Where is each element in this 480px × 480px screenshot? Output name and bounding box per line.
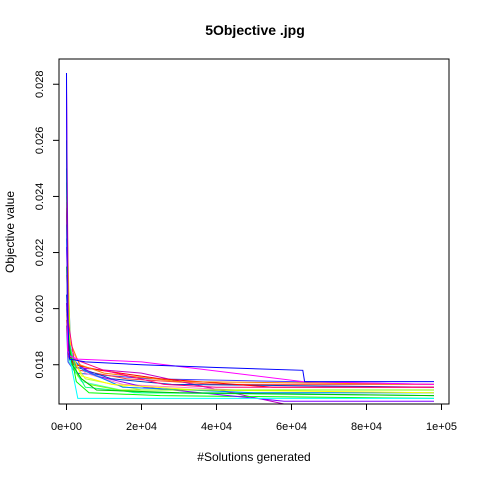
x-axis: 0e+00 2e+04 4e+04 6e+04 8e+04 1e+05 [51,403,457,433]
y-tick-label: 0.020 [34,295,46,323]
x-tick-label: 2e+04 [126,421,157,433]
series-line-10 [66,224,434,399]
y-tick-label: 0.028 [34,70,46,98]
y-axis-label: Objective value [3,191,17,273]
series-line-6 [66,182,434,391]
series-line-14 [66,274,434,391]
y-tick-label: 0.022 [34,239,46,267]
series-line-13 [66,266,435,399]
y-tick-label: 0.018 [34,351,46,379]
x-tick-label: 1e+05 [426,421,457,433]
series-line-16 [66,302,434,405]
y-tick-label: 0.024 [34,183,46,211]
series-line-8 [66,201,435,385]
series-line-11 [66,238,434,394]
series-line-2 [66,72,435,385]
series-line-9 [66,207,434,388]
plot-frame [58,58,450,405]
series-line-1 [66,72,434,383]
x-tick-label: 6e+04 [276,421,307,433]
series-line-3 [66,89,434,388]
series-layer [66,72,435,405]
x-tick-label: 8e+04 [351,421,382,433]
x-axis-label: #Solutions generated [197,450,310,464]
x-tick-label: 0e+00 [51,421,82,433]
x-tick-label: 4e+04 [201,421,232,433]
chart-title: 5Objective .jpg [205,22,305,38]
series-line-4 [66,140,435,397]
series-line-18 [66,314,434,391]
y-axis: 0.018 0.020 0.022 0.024 0.026 0.028 [34,70,60,379]
y-tick-label: 0.026 [34,127,46,155]
